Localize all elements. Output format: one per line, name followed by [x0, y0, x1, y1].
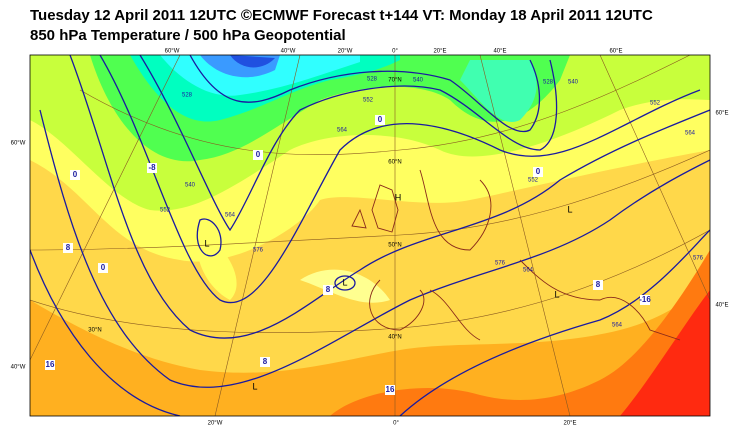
- geopotential-label: 564: [685, 131, 696, 137]
- latitude-label: 30°N: [88, 328, 101, 334]
- longitude-label: 40°W: [281, 49, 296, 55]
- temp-band: [300, 269, 390, 303]
- pressure-centre: L: [252, 381, 257, 391]
- geopotential-label: 564: [225, 213, 236, 219]
- geopotential-label: 552: [650, 101, 661, 107]
- subtitle: 850 hPa Temperature / 500 hPa Geopotenti…: [30, 27, 346, 44]
- geopotential-label: 552: [160, 208, 171, 214]
- geopotential-label: 564: [523, 268, 534, 274]
- longitude-label: 0°: [392, 49, 398, 55]
- graticule: [30, 55, 710, 416]
- longitude-label: 40°E: [493, 49, 506, 55]
- geopotential-label: 564: [337, 128, 348, 134]
- pressure-centre: H: [395, 192, 402, 202]
- geopotential-label: 528: [543, 80, 554, 86]
- temp-band: [30, 280, 710, 416]
- pressure-centre: L: [554, 289, 559, 299]
- longitude-label: 0°: [393, 421, 399, 427]
- temperature-label: 8: [326, 285, 331, 294]
- temp-band: [460, 60, 537, 122]
- latitude-label: 70°N: [388, 78, 401, 84]
- temperature-label: 0: [101, 263, 106, 272]
- temperature-label: -16: [639, 295, 651, 304]
- pressure-centre: L: [204, 238, 209, 248]
- geopotential-label: 576: [495, 261, 506, 267]
- longitude-label: 60°W: [165, 49, 180, 55]
- graticule: [30, 229, 710, 334]
- graticule: [30, 149, 710, 251]
- label-background: [385, 385, 395, 395]
- temperature-label: 16: [46, 360, 55, 369]
- geopotential-contour: [196, 218, 222, 257]
- label-background: [147, 163, 157, 173]
- temperature-label: 8: [66, 243, 71, 252]
- longitude-label: 20°E: [433, 49, 446, 55]
- label-background: [70, 170, 80, 180]
- geopotential-label: 528: [367, 77, 378, 83]
- temp-band: [330, 250, 710, 416]
- geopotential-label: 552: [528, 178, 539, 184]
- coastline: [351, 169, 681, 341]
- temperature-label: 0: [536, 167, 541, 176]
- temperature-label: 0: [256, 150, 261, 159]
- geopotential-contour: [39, 109, 710, 388]
- label-background: [260, 357, 270, 367]
- title: Tuesday 12 April 2011 12UTC ©ECMWF Forec…: [30, 7, 653, 24]
- longitude-label: 20°W: [208, 421, 223, 427]
- longitude-label: 20°E: [563, 421, 576, 427]
- pressure-centre: L: [567, 204, 572, 214]
- temperature-label: 16: [386, 385, 395, 394]
- latitude-label: 50°N: [388, 243, 401, 249]
- geopotential-label: 552: [363, 98, 374, 104]
- geopotential-label: 528: [182, 93, 193, 99]
- temp-band: [197, 230, 237, 300]
- latitude-label: 60°E: [715, 111, 728, 117]
- temperature-label: 0: [378, 115, 383, 124]
- temperature-label: 8: [263, 357, 268, 366]
- label-background: [640, 295, 650, 305]
- temperature-label: 0: [73, 170, 78, 179]
- geopotential-contour: [30, 229, 710, 416]
- latitude-label: 40°W: [11, 365, 26, 371]
- label-background: [45, 360, 55, 370]
- geopotential-label: 576: [253, 248, 264, 254]
- temperature-label: -8: [148, 163, 156, 172]
- geopotential-label: 540: [413, 78, 424, 84]
- label-background: [533, 167, 543, 177]
- map-frame: [29, 54, 711, 417]
- label-background: [98, 263, 108, 273]
- geopotential-contour: [99, 55, 701, 304]
- label-background: [323, 285, 333, 295]
- geopotential-label: 564: [612, 323, 623, 329]
- geopotential-label: 540: [185, 183, 196, 189]
- temp-band: [230, 55, 275, 68]
- geopotential-label: 540: [568, 80, 579, 86]
- longitude-label: 20°W: [338, 49, 353, 55]
- latitude-label: 40°E: [715, 303, 728, 309]
- label-background: [63, 243, 73, 253]
- geopotential-contour: [189, 55, 541, 133]
- temp-band: [620, 290, 710, 416]
- latitude-label: 60°W: [11, 141, 26, 147]
- geopotential-label: 576: [693, 256, 704, 262]
- latitude-label: 40°N: [388, 335, 401, 341]
- geopotential-contour: [139, 55, 558, 232]
- label-background: [253, 150, 263, 160]
- longitude-label: 60°E: [609, 49, 622, 55]
- latitude-label: 60°N: [388, 160, 401, 166]
- geopotential-contour: [334, 275, 356, 291]
- pressure-centre: L: [342, 277, 347, 287]
- temperature-label: 8: [596, 280, 601, 289]
- map-area: [30, 55, 710, 416]
- label-background: [593, 280, 603, 290]
- label-background: [375, 115, 385, 125]
